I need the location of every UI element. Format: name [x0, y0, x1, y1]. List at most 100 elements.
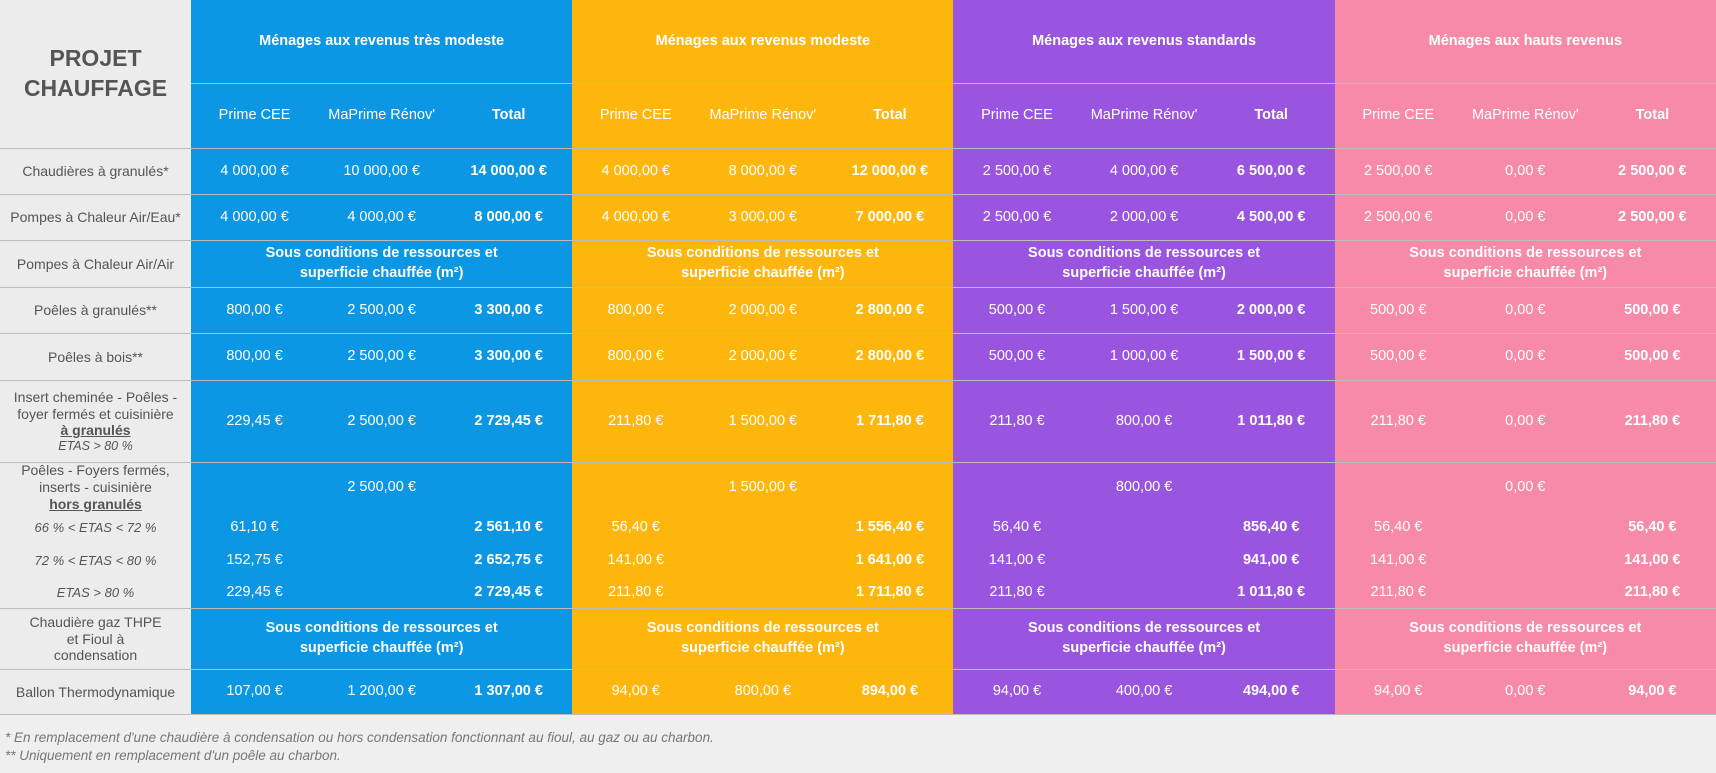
column-header: Total [826, 84, 954, 149]
row-label: 66 % < ETAS < 72 % [0, 512, 191, 544]
total-value: 6 500,00 € [1207, 149, 1335, 195]
empty-cell [826, 463, 954, 512]
total-value: 1 011,80 € [1207, 381, 1335, 463]
total-value: 2 561,10 € [445, 512, 573, 544]
maprime-value [318, 577, 446, 609]
conditions-note-line: superficie chauffée (m²) [1443, 265, 1608, 281]
total-value: 211,80 € [1588, 381, 1716, 463]
row-label-emphasis: hors granulés [49, 495, 142, 512]
maprime-value [318, 544, 446, 577]
conditions-note-line: superficie chauffée (m²) [299, 265, 464, 281]
total-value: 1 711,80 € [826, 577, 954, 609]
prime-cee-value: 141,00 € [1334, 544, 1462, 577]
maprime-value [699, 577, 827, 609]
prime-cee-value: 141,00 € [953, 544, 1081, 577]
conditions-note-line: Sous conditions de ressources et [646, 245, 879, 262]
maprime-value [699, 512, 827, 544]
prime-cee-value: 94,00 € [1334, 670, 1462, 715]
column-header: MaPrime Rénov' [1080, 84, 1208, 149]
column-header: Prime CEE [953, 84, 1081, 149]
prime-cee-value: 211,80 € [572, 577, 700, 609]
prime-cee-value: 2 500,00 € [1334, 149, 1462, 195]
row-label-line: foyer fermés et cuisinière [17, 405, 174, 422]
row-label-note: ETAS > 80 % [58, 439, 133, 454]
maprime-value: 2 500,00 € [318, 381, 446, 463]
conditions-note-line: Sous conditions de ressources et [1409, 245, 1642, 262]
prime-cee-value: 56,40 € [1334, 512, 1462, 544]
total-value: 500,00 € [1588, 334, 1716, 381]
row-label-line: et Fioul à [66, 630, 125, 647]
empty-cell [191, 463, 319, 512]
prime-cee-value: 94,00 € [953, 670, 1081, 715]
row-label: Chaudière gaz THPE et Fioul à condensation [0, 609, 191, 670]
empty-cell [953, 463, 1081, 512]
conditions-note-line: Sous conditions de ressources et [1028, 245, 1261, 262]
total-value: 1 556,40 € [826, 512, 954, 544]
conditions-note: Sous conditions de ressources et superfic… [191, 241, 573, 288]
prime-cee-value: 500,00 € [953, 334, 1081, 381]
maprime-value: 800,00 € [1080, 463, 1208, 512]
maprime-value [1080, 512, 1208, 544]
maprime-value [699, 544, 827, 577]
row-label: Pompes à Chaleur Air/Eau* [0, 195, 191, 241]
maprime-value: 8 000,00 € [699, 149, 827, 195]
prime-cee-value: 500,00 € [953, 288, 1081, 334]
row-label: Poêles à bois** [0, 334, 191, 381]
conditions-note-line: superficie chauffée (m²) [681, 640, 845, 656]
maprime-value: 2 500,00 € [318, 463, 446, 512]
maprime-value: 1 000,00 € [1080, 334, 1208, 381]
row-label-line: inserts - cuisinière [39, 479, 152, 496]
prime-cee-value: 800,00 € [572, 288, 700, 334]
column-header: Total [1588, 84, 1716, 149]
prime-cee-value: 4 000,00 € [191, 195, 319, 241]
total-value: 3 300,00 € [445, 334, 573, 381]
empty-cell [1588, 463, 1716, 512]
column-header: Prime CEE [1334, 84, 1462, 149]
maprime-value: 4 000,00 € [1080, 149, 1208, 195]
total-value: 2 800,00 € [826, 288, 954, 334]
maprime-value: 2 000,00 € [1080, 195, 1208, 241]
row-label-emphasis: à granulés [60, 422, 131, 439]
row-label-line: Insert cheminée - Poêles - [13, 388, 178, 405]
maprime-value: 0,00 € [1461, 670, 1589, 715]
conditions-note-line: Sous conditions de ressources et [265, 245, 498, 262]
prime-cee-value: 211,80 € [953, 381, 1081, 463]
row-label: Poêles - Foyers fermés, inserts - cuisini… [0, 462, 191, 512]
conditions-note: Sous conditions de ressources et superfic… [953, 609, 1335, 670]
row-label: ETAS > 80 % [0, 577, 191, 609]
prime-cee-value: 800,00 € [572, 334, 700, 381]
maprime-value: 2 000,00 € [699, 288, 827, 334]
conditions-note-line: superficie chauffée (m²) [1443, 640, 1608, 656]
maprime-value: 0,00 € [1461, 381, 1589, 463]
row-label: 72 % < ETAS < 80 % [0, 544, 191, 577]
page-title-line: CHAUFFAGE [23, 75, 168, 101]
column-header: MaPrime Rénov' [699, 84, 827, 149]
group-header: Ménages aux revenus modeste [572, 0, 954, 84]
group-header: Ménages aux revenus très modeste [191, 0, 573, 84]
prime-cee-value: 94,00 € [572, 670, 700, 715]
prime-cee-value: 500,00 € [1334, 288, 1462, 334]
row-label: Ballon Thermodynamique [0, 670, 191, 715]
maprime-value [1461, 512, 1589, 544]
total-value: 2 729,45 € [445, 381, 573, 463]
row-label: Chaudières à granulés* [0, 149, 191, 195]
prime-cee-value: 56,40 € [953, 512, 1081, 544]
empty-cell [445, 463, 573, 512]
conditions-note: Sous conditions de ressources et superfic… [1334, 241, 1716, 288]
prime-cee-value: 2 500,00 € [953, 195, 1081, 241]
total-value: 7 000,00 € [826, 195, 954, 241]
conditions-note-line: superficie chauffée (m²) [681, 265, 845, 281]
row-label: Pompes à Chaleur Air/Air [0, 241, 191, 288]
prime-cee-value: 4 000,00 € [191, 149, 319, 195]
maprime-value: 1 500,00 € [699, 381, 827, 463]
conditions-note: Sous conditions de ressources et superfic… [572, 609, 954, 670]
prime-cee-value: 152,75 € [191, 544, 319, 577]
prime-cee-value: 4 000,00 € [572, 195, 700, 241]
maprime-value: 1 200,00 € [318, 670, 446, 715]
conditions-note-line: Sous conditions de ressources et [1409, 620, 1642, 637]
maprime-value: 800,00 € [699, 670, 827, 715]
prime-cee-value: 229,45 € [191, 381, 319, 463]
maprime-value [1080, 544, 1208, 577]
maprime-value: 4 000,00 € [318, 195, 446, 241]
total-value: 1 011,80 € [1207, 577, 1335, 609]
